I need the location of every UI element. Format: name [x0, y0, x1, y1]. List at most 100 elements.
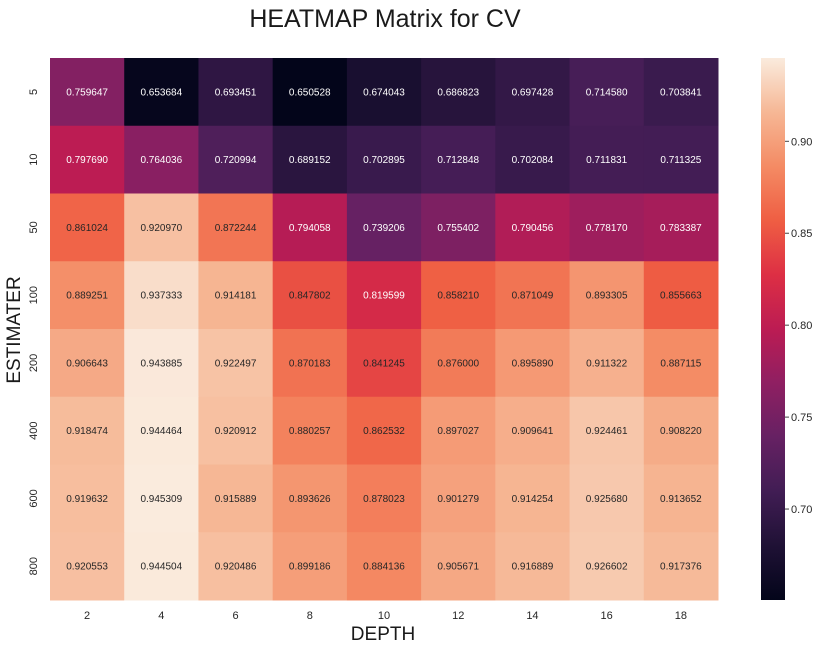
x-tick-label: 2 — [84, 610, 90, 622]
heatmap-cell — [569, 193, 645, 262]
heatmap-cell — [124, 464, 199, 533]
cell-value-label: 0.897027 — [437, 426, 479, 437]
cell-value-label: 0.764036 — [140, 155, 182, 166]
colorbar-tick-label: 0.75 — [791, 412, 812, 424]
cell-value-label: 0.924461 — [586, 426, 628, 437]
heatmap-cell — [124, 532, 199, 601]
heatmap-cell — [569, 125, 645, 194]
cell-value-label: 0.920486 — [215, 562, 257, 573]
cell-value-label: 0.937333 — [140, 291, 182, 302]
cell-value-label: 0.794058 — [289, 223, 331, 234]
heatmap-cell — [569, 58, 645, 127]
heatmap-cell — [421, 261, 496, 330]
heatmap-cell — [421, 532, 496, 601]
cell-value-label: 0.944504 — [140, 562, 182, 573]
cell-value-label: 0.914181 — [215, 291, 257, 302]
heatmap-cell — [272, 193, 348, 262]
cell-value-label: 0.759647 — [66, 87, 108, 98]
x-tick-label: 6 — [232, 610, 238, 622]
cell-value-label: 0.711831 — [586, 155, 627, 166]
chart-title: HEATMAP Matrix for CV — [249, 5, 521, 33]
cell-value-label: 0.884136 — [363, 562, 405, 573]
cell-value-label: 0.841245 — [363, 358, 405, 369]
cell-value-label: 0.790456 — [512, 223, 554, 234]
y-axis-ticks: 5 10 50 100 200 400 600 800 — [28, 89, 40, 575]
cell-value-label: 0.920912 — [215, 426, 257, 437]
heatmap-cell — [421, 396, 496, 465]
x-tick-label: 16 — [601, 610, 613, 622]
cell-value-label: 0.915889 — [215, 494, 257, 505]
heatmap-cell — [569, 532, 645, 601]
cell-value-label: 0.913652 — [660, 494, 702, 505]
heatmap-cell — [495, 125, 571, 194]
cell-value-label: 0.889251 — [66, 291, 108, 302]
heatmap-cell — [495, 464, 571, 533]
heatmap-cell — [50, 329, 125, 398]
y-tick-label: 200 — [28, 354, 40, 372]
cell-value-label: 0.919632 — [66, 494, 108, 505]
cell-value-label: 0.906643 — [66, 358, 108, 369]
y-tick-label: 600 — [28, 489, 40, 507]
cell-value-label: 0.871049 — [512, 291, 554, 302]
colorbar-tick-label: 0.90 — [791, 136, 812, 148]
heatmap-cell — [272, 464, 348, 533]
heatmap-cell — [124, 193, 199, 262]
x-tick-label: 14 — [526, 610, 538, 622]
x-tick-label: 18 — [675, 610, 687, 622]
heatmap-cell — [124, 125, 199, 194]
cell-value-label: 0.905671 — [437, 562, 479, 573]
cell-value-label: 0.703841 — [660, 87, 702, 98]
heatmap-cell — [643, 464, 719, 533]
cell-value-label: 0.918474 — [66, 426, 108, 437]
cell-value-label: 0.862532 — [363, 426, 405, 437]
cell-value-label: 0.893626 — [289, 494, 331, 505]
cell-value-label: 0.945309 — [140, 494, 182, 505]
heatmap-cell — [198, 532, 274, 601]
cell-value-label: 0.917376 — [660, 562, 702, 573]
heatmap-cell — [346, 532, 422, 601]
heatmap-cell — [124, 396, 199, 465]
heatmap-cell — [643, 396, 719, 465]
heatmap-cell — [198, 58, 274, 127]
heatmap-cell — [50, 396, 125, 465]
heatmap-cell — [272, 58, 348, 127]
cell-value-label: 0.872244 — [215, 223, 257, 234]
heatmap-cell — [346, 261, 422, 330]
colorbar-tick-label: 0.80 — [791, 320, 812, 332]
y-axis-label: ESTIMATER — [4, 276, 25, 383]
heatmap-cell — [421, 193, 496, 262]
x-tick-label: 8 — [307, 610, 313, 622]
cell-value-label: 0.702084 — [512, 155, 554, 166]
heatmap-cell — [495, 193, 571, 262]
cell-value-label: 0.901279 — [437, 494, 479, 505]
cell-value-label: 0.926602 — [586, 562, 628, 573]
heatmap-cell — [643, 532, 719, 601]
heatmap-cell — [124, 329, 199, 398]
heatmap-cell — [272, 532, 348, 601]
heatmap-cell — [346, 464, 422, 533]
cell-value-label: 0.797690 — [66, 155, 108, 166]
heatmap-cell — [198, 464, 274, 533]
heatmap-cell — [495, 58, 571, 127]
cell-value-label: 0.925680 — [586, 494, 628, 505]
cell-value-label: 0.855663 — [660, 291, 702, 302]
heatmap-cell — [272, 329, 348, 398]
cell-value-label: 0.712848 — [437, 155, 479, 166]
cell-value-label: 0.908220 — [660, 426, 702, 437]
heatmap-cell — [643, 58, 719, 127]
heatmap-cell — [643, 125, 719, 194]
colorbar — [761, 58, 785, 600]
heatmap-cell — [569, 261, 645, 330]
x-tick-label: 12 — [452, 610, 464, 622]
heatmap-cell — [421, 329, 496, 398]
heatmap-cell — [569, 396, 645, 465]
cell-value-label: 0.887115 — [660, 358, 701, 369]
heatmap-cell — [346, 58, 422, 127]
cell-value-label: 0.720994 — [215, 155, 257, 166]
cell-value-label: 0.878023 — [363, 494, 405, 505]
cell-value-label: 0.893305 — [586, 291, 628, 302]
y-tick-label: 400 — [28, 421, 40, 439]
heatmap-cell — [421, 58, 496, 127]
cell-value-label: 0.943885 — [140, 358, 182, 369]
